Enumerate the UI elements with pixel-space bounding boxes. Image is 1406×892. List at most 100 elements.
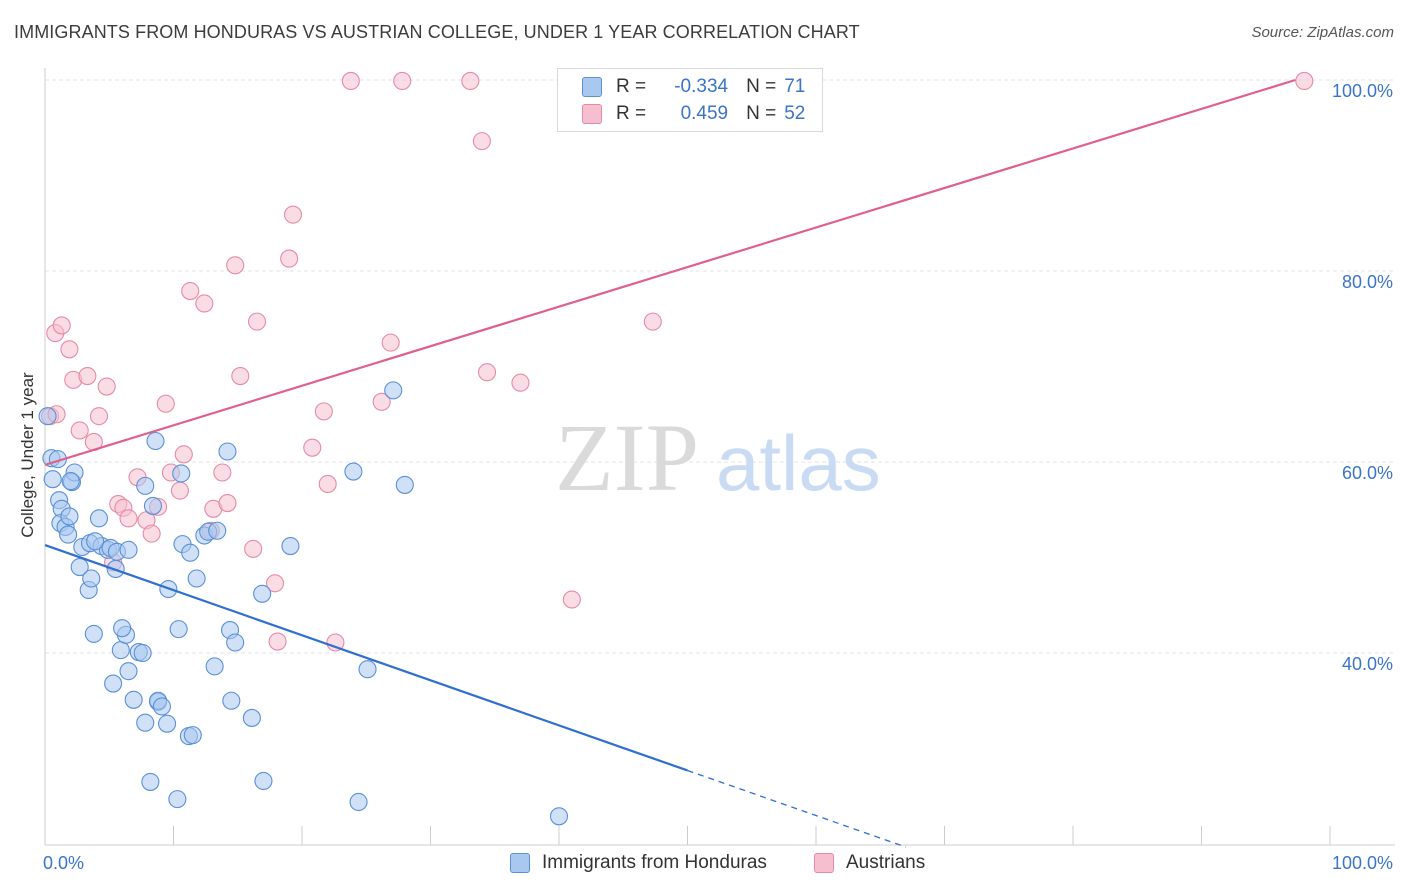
data-point: [111, 641, 130, 660]
data-point: [511, 373, 530, 392]
source-label: Source: ZipAtlas.com: [1251, 24, 1394, 41]
data-point: [119, 662, 138, 681]
data-point: [156, 394, 175, 413]
data-point: [113, 619, 132, 638]
data-point: [280, 249, 299, 268]
data-point: [281, 536, 300, 556]
legend-r-value: -0.334: [674, 76, 729, 97]
data-point: [395, 475, 414, 494]
tick-labels: 40.0% 60.0% 80.0% 100.0% 0.0% 100.0%: [43, 81, 1393, 873]
data-point: [60, 507, 79, 526]
legend-r-label: R =: [616, 76, 647, 97]
y-tick-label: 40.0%: [1342, 654, 1393, 674]
data-point: [141, 772, 160, 791]
trend-line-austrians: [44, 78, 1296, 466]
trend-line-honduras: [44, 544, 688, 772]
trend-line-honduras-extension: [687, 769, 907, 848]
legend-r-value: 0.459: [680, 103, 729, 124]
data-point: [254, 771, 273, 791]
data-point: [205, 657, 224, 676]
gridlines: [45, 79, 1395, 654]
data-point: [86, 532, 105, 551]
x-tick-label: 0.0%: [43, 853, 84, 873]
data-point: [242, 708, 261, 727]
data-point: [643, 312, 662, 331]
data-point: [89, 407, 109, 426]
data-point: [142, 524, 161, 543]
data-point: [549, 807, 569, 826]
data-point: [52, 316, 71, 335]
data-point: [181, 282, 200, 301]
data-point: [381, 333, 400, 352]
watermark-atlas: atlas: [716, 419, 881, 507]
legend-n-value: 71: [784, 76, 806, 97]
data-point: [119, 509, 138, 528]
legend-swatch-blue: [582, 77, 602, 97]
trend-lines: [44, 78, 1296, 848]
data-point: [70, 557, 89, 577]
legend-swatch-blue: [510, 853, 530, 873]
data-point: [168, 790, 187, 809]
legend-label-honduras: Immigrants from Honduras: [542, 852, 767, 873]
data-point: [562, 590, 581, 609]
data-point: [143, 496, 162, 515]
data-point: [152, 697, 171, 716]
y-axis-label: College, Under 1 year: [18, 372, 37, 538]
data-point: [461, 71, 480, 91]
data-point: [244, 539, 263, 558]
data-point: [222, 691, 241, 710]
series-legend: Immigrants from Honduras Austrians: [0, 852, 1406, 878]
data-point: [169, 620, 188, 639]
data-point: [187, 569, 206, 588]
data-point: [477, 363, 497, 382]
data-point: [89, 509, 109, 528]
data-point: [97, 377, 116, 396]
data-point: [253, 584, 272, 603]
data-point: [136, 713, 155, 732]
data-point: [181, 543, 200, 562]
data-point: [213, 463, 232, 482]
data-point: [61, 472, 80, 491]
data-point: [218, 494, 237, 513]
legend-item-austrians[interactable]: Austrians: [814, 852, 925, 874]
data-point: [136, 476, 155, 495]
data-point: [226, 256, 245, 275]
data-point: [358, 660, 377, 679]
data-point: [195, 294, 214, 313]
series-austrians: [41, 71, 1314, 652]
legend-n-label: N =: [746, 103, 777, 124]
data-point: [172, 464, 191, 483]
data-point: [265, 574, 285, 593]
data-point: [124, 690, 143, 709]
data-point: [183, 726, 202, 745]
data-point: [158, 714, 177, 733]
data-point: [133, 643, 152, 663]
data-point: [208, 521, 227, 540]
data-point: [384, 381, 403, 400]
data-point: [43, 470, 62, 489]
data-point: [344, 462, 363, 481]
legend-row-austrians: R = 0.459 N = 52: [582, 101, 805, 127]
data-point: [218, 442, 237, 461]
data-point: [78, 366, 97, 386]
data-point: [303, 438, 322, 457]
legend-row-honduras: R = -0.334 N = 71: [582, 74, 805, 100]
data-point: [38, 407, 57, 426]
y-tick-label: 100.0%: [1332, 81, 1393, 101]
data-point: [70, 421, 89, 440]
data-point: [1295, 71, 1314, 91]
data-point: [82, 569, 101, 588]
x-tick-label: 100.0%: [1332, 853, 1393, 873]
data-point: [283, 205, 303, 224]
data-point: [226, 633, 245, 652]
watermark-zip: ZIP: [555, 404, 699, 511]
data-point: [314, 402, 333, 421]
legend-swatch-pink: [814, 853, 834, 873]
series-honduras: [38, 381, 569, 826]
data-point: [341, 71, 360, 91]
data-point: [104, 674, 123, 693]
legend-n-label: N =: [746, 76, 777, 97]
legend-item-honduras[interactable]: Immigrants from Honduras: [510, 852, 767, 874]
data-point: [84, 624, 103, 643]
